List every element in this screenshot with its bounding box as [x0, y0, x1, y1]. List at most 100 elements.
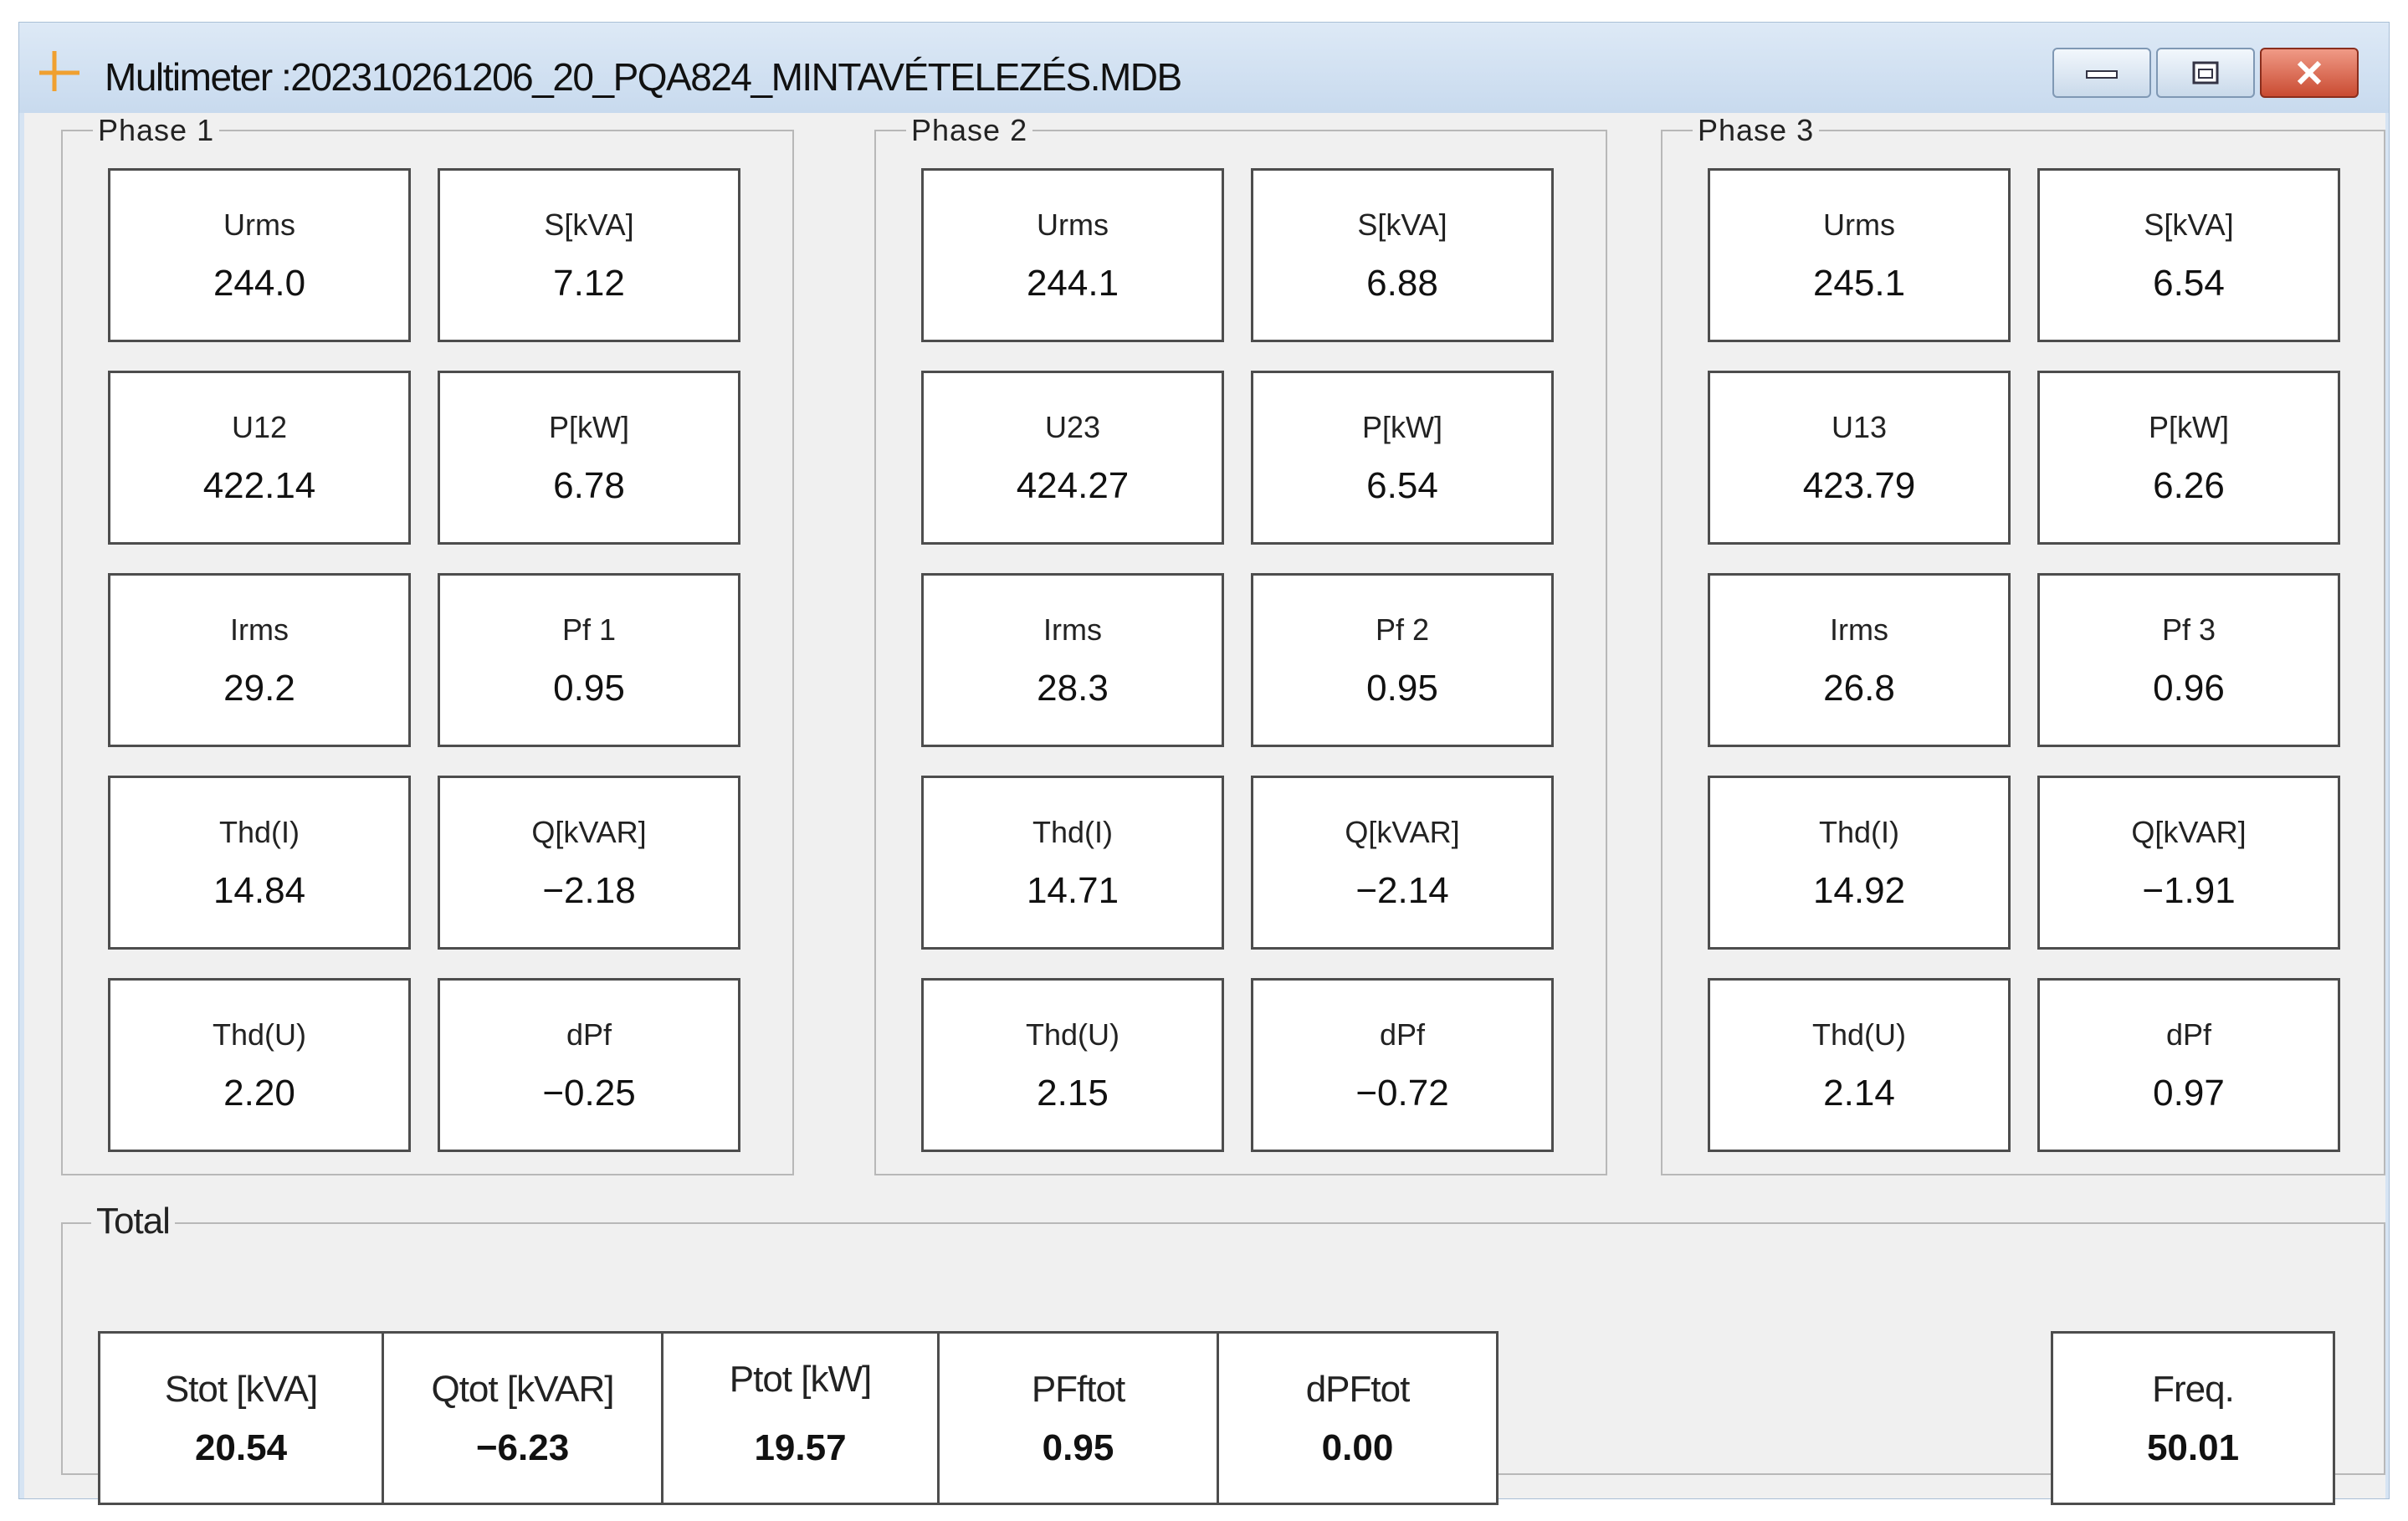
totals-table: Stot [kVA] 20.54 Qtot [kVAR] −6.23 Ptot …	[98, 1331, 1499, 1505]
phase-1-p-kw-cell: P[kW] 6.78	[438, 371, 740, 545]
phase-1-p-kw-value: 6.78	[553, 465, 625, 506]
phase-2-group: Phase 2	[874, 113, 1607, 1175]
phase-3-line-voltage-label: U13	[1831, 410, 1888, 444]
phase-2-p-kw-label: P[kW]	[1362, 410, 1442, 444]
phase-1-dpf-label: dPf	[566, 1017, 612, 1052]
phase-1-pf-cell: Pf 1 0.95	[438, 573, 740, 747]
phase-1-pf-value: 0.95	[553, 668, 625, 709]
phase-3-p-kw-label: P[kW]	[2149, 410, 2229, 444]
phase-3-urms-label: Urms	[1823, 207, 1895, 242]
phase-2-line-voltage-label: U23	[1044, 410, 1101, 444]
phase-3-dpf-cell: dPf 0.97	[2037, 978, 2340, 1152]
ptot-cell: Ptot [kW] 19.57	[661, 1334, 937, 1503]
phase-3-pf-label: Pf 3	[2161, 612, 2216, 647]
phase-2-s-kva-value: 6.88	[1366, 263, 1438, 304]
phase-1-q-kvar-value: −2.18	[542, 870, 636, 911]
qtot-cell: Qtot [kVAR] −6.23	[382, 1334, 661, 1503]
phase-1-line-voltage-label: U12	[231, 410, 288, 444]
phase-2-label: Phase 2	[906, 113, 1033, 148]
phase-2-irms-label: Irms	[1043, 612, 1102, 647]
phase-2-line-voltage-value: 424.27	[1016, 465, 1130, 506]
phase-1-thd-u-label: Thd(U)	[212, 1017, 306, 1052]
stot-label: Stot [kVA]	[164, 1369, 318, 1410]
freq-box: Freq. 50.01	[2051, 1331, 2335, 1505]
multimeter-crosshair-icon	[39, 51, 79, 91]
phase-3-irms-value: 26.8	[1823, 668, 1895, 709]
phase-3-thd-i-cell: Thd(I) 14.92	[1708, 776, 2011, 950]
phase-2-urms-value: 244.1	[1026, 263, 1119, 304]
phase-3-s-kva-label: S[kVA]	[2144, 207, 2234, 242]
phase-2-thd-i-label: Thd(I)	[1032, 815, 1113, 849]
phase-2-irms-value: 28.3	[1037, 668, 1109, 709]
freq-cell: Freq. 50.01	[2053, 1334, 2333, 1503]
phase-2-p-kw-value: 6.54	[1366, 465, 1438, 506]
phase-2-pf-cell: Pf 2 0.95	[1251, 573, 1554, 747]
maximize-button[interactable]	[2156, 48, 2255, 98]
phase-3-thd-u-label: Thd(U)	[1811, 1017, 1906, 1052]
phase-1-s-kva-cell: S[kVA] 7.12	[438, 168, 740, 342]
phase-3-q-kvar-label: Q[kVAR]	[2131, 815, 2247, 849]
client-area: Phase 1 Phase 2 Phase 3 Total Stot [kVA]…	[24, 113, 2385, 1505]
maximize-icon	[2192, 61, 2219, 84]
freq-label: Freq.	[2152, 1369, 2235, 1410]
phase-1-pf-label: Pf 1	[561, 612, 617, 647]
phase-2-irms-cell: Irms 28.3	[921, 573, 1224, 747]
phase-1-thd-i-value: 14.84	[213, 870, 306, 911]
qtot-label: Qtot [kVAR]	[431, 1369, 614, 1410]
phase-1-s-kva-label: S[kVA]	[544, 207, 634, 242]
ptot-value: 19.57	[754, 1427, 847, 1468]
phase-1-label: Phase 1	[93, 113, 220, 148]
phase-2-q-kvar-label: Q[kVAR]	[1345, 815, 1460, 849]
phase-3-pf-cell: Pf 3 0.96	[2037, 573, 2340, 747]
phase-3-dpf-value: 0.97	[2153, 1073, 2225, 1114]
phase-2-thd-i-value: 14.71	[1026, 870, 1119, 911]
multimeter-window: Multimeter :202310261206_20_PQA824_MINTA…	[18, 22, 2390, 1505]
stot-cell: Stot [kVA] 20.54	[100, 1334, 382, 1503]
title-bar[interactable]: Multimeter :202310261206_20_PQA824_MINTA…	[19, 23, 2389, 113]
phase-1-urms-cell: Urms 244.0	[108, 168, 411, 342]
minimize-icon	[2086, 70, 2118, 79]
phase-3-group: Phase 3	[1661, 113, 2385, 1175]
phase-1-thd-u-value: 2.20	[223, 1073, 295, 1114]
phase-3-thd-u-cell: Thd(U) 2.14	[1708, 978, 2011, 1152]
phase-2-line-voltage-cell: U23 424.27	[921, 371, 1224, 545]
phase-3-line-voltage-cell: U13 423.79	[1708, 371, 2011, 545]
phase-1-irms-cell: Irms 29.2	[108, 573, 411, 747]
phase-2-s-kva-cell: S[kVA] 6.88	[1251, 168, 1554, 342]
pftot-value: 0.95	[1042, 1427, 1114, 1468]
phase-1-irms-label: Irms	[230, 612, 289, 647]
phase-3-urms-cell: Urms 245.1	[1708, 168, 2011, 342]
phase-1-dpf-value: −0.25	[542, 1073, 636, 1114]
phase-1-line-voltage-cell: U12 422.14	[108, 371, 411, 545]
phase-1-urms-value: 244.0	[213, 263, 306, 304]
phase-2-dpf-label: dPf	[1379, 1017, 1426, 1052]
phase-3-thd-i-label: Thd(I)	[1818, 815, 1899, 849]
phase-1-thd-i-label: Thd(I)	[218, 815, 300, 849]
phase-2-urms-label: Urms	[1037, 207, 1109, 242]
phase-2-pf-label: Pf 2	[1375, 612, 1430, 647]
phase-1-thd-u-cell: Thd(U) 2.20	[108, 978, 411, 1152]
phase-1-q-kvar-label: Q[kVAR]	[531, 815, 647, 849]
phase-3-thd-u-value: 2.14	[1823, 1073, 1895, 1114]
phase-2-p-kw-cell: P[kW] 6.54	[1251, 371, 1554, 545]
close-button[interactable]	[2260, 48, 2359, 98]
phase-3-p-kw-value: 6.26	[2153, 465, 2225, 506]
phase-3-p-kw-cell: P[kW] 6.26	[2037, 371, 2340, 545]
phase-3-pf-value: 0.96	[2153, 668, 2225, 709]
phase-2-s-kva-label: S[kVA]	[1357, 207, 1447, 242]
phase-1-q-kvar-cell: Q[kVAR] −2.18	[438, 776, 740, 950]
phase-3-irms-cell: Irms 26.8	[1708, 573, 2011, 747]
phase-3-label: Phase 3	[1693, 113, 1820, 148]
phase-2-thd-u-label: Thd(U)	[1025, 1017, 1119, 1052]
dpftot-label: dPFtot	[1305, 1369, 1411, 1410]
dpftot-cell: dPFtot 0.00	[1217, 1334, 1496, 1503]
minimize-button[interactable]	[2052, 48, 2151, 98]
qtot-value: −6.23	[475, 1427, 570, 1468]
phase-1-p-kw-label: P[kW]	[549, 410, 629, 444]
phase-1-irms-value: 29.2	[223, 668, 295, 709]
stot-value: 20.54	[194, 1427, 288, 1468]
phase-1-urms-label: Urms	[223, 207, 295, 242]
phase-2-q-kvar-value: −2.14	[1355, 870, 1449, 911]
ptot-label: Ptot [kW]	[729, 1359, 872, 1400]
phase-3-line-voltage-value: 423.79	[1802, 465, 1916, 506]
